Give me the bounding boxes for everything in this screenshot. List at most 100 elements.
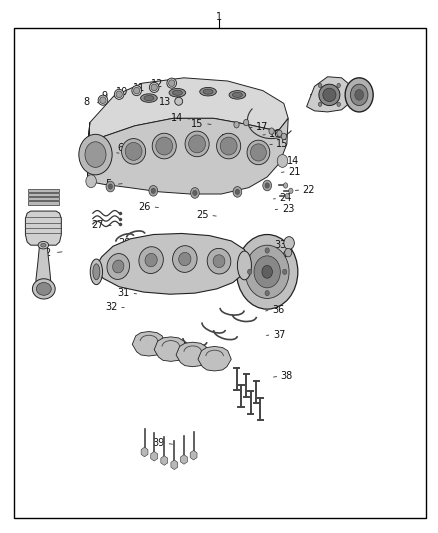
Circle shape	[79, 134, 112, 175]
Circle shape	[284, 237, 294, 249]
Circle shape	[191, 188, 199, 198]
Ellipse shape	[323, 88, 336, 102]
Polygon shape	[36, 246, 51, 290]
Text: 4: 4	[41, 214, 47, 223]
Circle shape	[269, 128, 274, 134]
Ellipse shape	[116, 91, 122, 98]
Ellipse shape	[139, 247, 163, 273]
Ellipse shape	[233, 92, 242, 98]
Ellipse shape	[152, 133, 176, 159]
Text: 1: 1	[216, 12, 222, 22]
Text: 15: 15	[191, 119, 203, 128]
Polygon shape	[95, 233, 249, 294]
Ellipse shape	[237, 251, 251, 280]
Circle shape	[262, 265, 272, 278]
Circle shape	[193, 190, 197, 196]
Circle shape	[151, 188, 155, 193]
Ellipse shape	[173, 246, 197, 272]
Text: 24: 24	[279, 193, 292, 203]
Polygon shape	[28, 197, 59, 200]
Circle shape	[281, 133, 286, 140]
Ellipse shape	[113, 260, 124, 273]
Text: 27: 27	[91, 220, 103, 230]
Ellipse shape	[173, 90, 182, 95]
Circle shape	[108, 184, 113, 189]
Ellipse shape	[98, 95, 108, 105]
Text: 5: 5	[220, 134, 226, 143]
Circle shape	[245, 245, 289, 298]
Circle shape	[318, 83, 322, 87]
Text: 9: 9	[101, 91, 107, 101]
Text: 31: 31	[117, 288, 130, 298]
Ellipse shape	[125, 142, 142, 160]
Text: 19: 19	[325, 84, 337, 93]
Polygon shape	[88, 123, 90, 181]
Circle shape	[283, 269, 287, 274]
Circle shape	[277, 155, 288, 167]
Ellipse shape	[200, 87, 216, 96]
Ellipse shape	[179, 252, 191, 266]
Circle shape	[106, 181, 115, 192]
Ellipse shape	[107, 254, 130, 279]
Circle shape	[234, 122, 239, 128]
Ellipse shape	[169, 80, 175, 86]
Polygon shape	[28, 201, 59, 205]
Circle shape	[263, 180, 272, 191]
Circle shape	[283, 183, 288, 188]
Ellipse shape	[134, 87, 140, 94]
Circle shape	[247, 269, 252, 274]
Text: 29: 29	[113, 270, 125, 280]
Text: 23: 23	[282, 204, 294, 214]
Circle shape	[244, 119, 249, 126]
Ellipse shape	[207, 248, 231, 274]
Polygon shape	[132, 332, 166, 356]
Ellipse shape	[175, 97, 183, 106]
Circle shape	[265, 248, 269, 253]
Text: 36: 36	[272, 305, 284, 315]
Text: 26: 26	[138, 202, 151, 212]
Circle shape	[318, 102, 322, 107]
Circle shape	[265, 290, 269, 296]
Circle shape	[289, 188, 293, 193]
Ellipse shape	[213, 255, 225, 268]
Text: 8: 8	[84, 98, 90, 107]
Circle shape	[285, 193, 290, 199]
Polygon shape	[28, 189, 59, 192]
Text: 3: 3	[35, 231, 42, 240]
Text: 16: 16	[269, 130, 281, 139]
Polygon shape	[198, 346, 231, 371]
Ellipse shape	[93, 264, 100, 280]
Circle shape	[85, 142, 106, 167]
Ellipse shape	[156, 137, 173, 155]
Ellipse shape	[167, 78, 177, 88]
Circle shape	[337, 102, 340, 107]
Ellipse shape	[185, 131, 209, 157]
Polygon shape	[176, 342, 209, 367]
Circle shape	[350, 84, 368, 106]
Ellipse shape	[319, 84, 340, 106]
Ellipse shape	[41, 243, 46, 247]
Text: 18: 18	[309, 94, 321, 104]
Text: 34: 34	[275, 251, 287, 261]
Circle shape	[277, 130, 282, 136]
Polygon shape	[154, 337, 187, 361]
Ellipse shape	[36, 282, 51, 295]
Text: 21: 21	[288, 167, 300, 176]
Circle shape	[355, 90, 364, 100]
Text: 12: 12	[151, 79, 163, 89]
Circle shape	[235, 189, 240, 195]
Ellipse shape	[229, 91, 246, 99]
Text: 33: 33	[274, 240, 286, 250]
Ellipse shape	[203, 89, 213, 94]
Text: 25: 25	[196, 211, 208, 220]
Text: 17: 17	[256, 122, 268, 132]
Text: 10: 10	[116, 87, 128, 96]
Text: 30: 30	[123, 257, 135, 267]
Circle shape	[149, 185, 158, 196]
Text: 2: 2	[44, 248, 50, 257]
Text: 20: 20	[354, 91, 366, 101]
Ellipse shape	[220, 137, 237, 155]
Text: 7: 7	[103, 148, 110, 157]
Ellipse shape	[114, 90, 124, 99]
Text: 35: 35	[271, 266, 283, 276]
